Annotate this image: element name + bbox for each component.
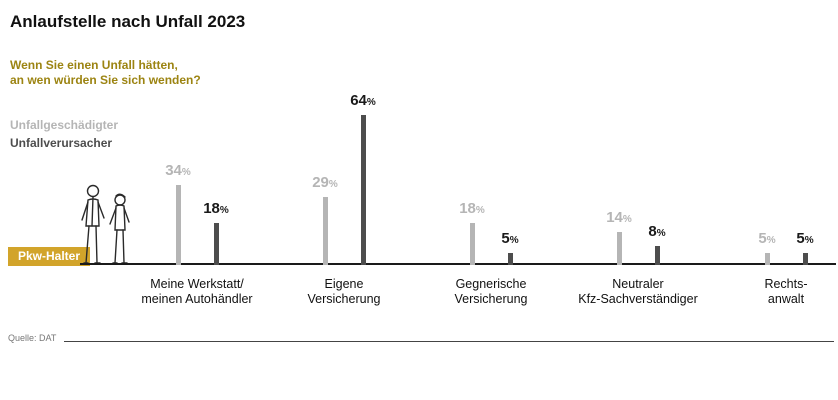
bar-unfallgeschaedigter [175, 185, 181, 265]
value-label-unfallverursacher: 18% [203, 199, 229, 217]
bar-unfallverursacher [213, 222, 219, 265]
bar-unfallverursacher [802, 253, 808, 265]
chart-subtitle-line2: an wen würden Sie sich wenden? [10, 73, 201, 87]
bar-unfallgeschaedigter [616, 232, 622, 265]
value-label-unfallverursacher: 5% [501, 230, 519, 248]
source-label: Quelle: DAT [8, 333, 57, 343]
x-axis-line [80, 263, 836, 265]
chart-legend: Unfallgeschädigter Unfallverursacher [10, 116, 118, 152]
source-divider [64, 341, 834, 342]
bar-unfallgeschaedigter [764, 253, 770, 265]
chart-title: Anlaufstelle nach Unfall 2023 [10, 12, 246, 31]
value-label-unfallgeschaedigter: 34% [165, 162, 191, 180]
chart-subtitle-line1: Wenn Sie einen Unfall hätten, [10, 58, 178, 72]
source-row: Quelle: DAT [8, 333, 834, 343]
bar-unfallgeschaedigter [469, 222, 475, 265]
value-label-unfallverursacher: 64% [350, 92, 376, 110]
category-label: Meine Werkstatt/meinen Autohändler [141, 277, 253, 306]
legend-unfallverursacher: Unfallverursacher [10, 136, 113, 150]
value-label-unfallverursacher: 5% [796, 230, 814, 248]
value-label-unfallgeschaedigter: 29% [312, 174, 338, 192]
category-label: Gegnerische Versicherung [454, 277, 528, 306]
category-label: Rechts-anwalt [764, 277, 808, 306]
value-label-unfallgeschaedigter: 18% [459, 199, 485, 217]
pkw-halter-badge: Pkw-Halter [8, 247, 91, 266]
bar-unfallverursacher [507, 253, 513, 265]
bar-unfallverursacher [360, 115, 366, 265]
bar-unfallverursacher [654, 246, 660, 265]
value-label-unfallverursacher: 8% [648, 223, 666, 241]
legend-unfallgeschaedigter: Unfallgeschädigter [10, 118, 119, 132]
value-label-unfallgeschaedigter: 14% [606, 209, 632, 227]
value-label-unfallgeschaedigter: 5% [758, 230, 776, 248]
category-label: Eigene Versicherung [307, 277, 381, 306]
people-illustration [81, 184, 130, 264]
category-label: Neutraler Kfz-Sachverständiger [578, 277, 698, 306]
bar-unfallgeschaedigter [322, 197, 328, 265]
chart-subtitle: Wenn Sie einen Unfall hätten, an wen wür… [10, 58, 201, 88]
